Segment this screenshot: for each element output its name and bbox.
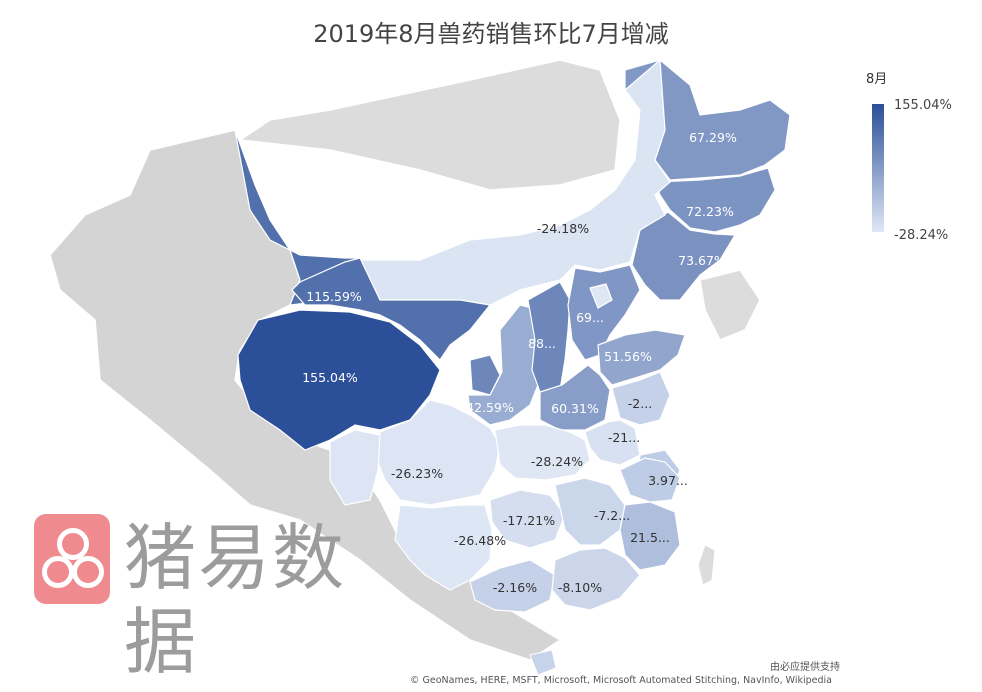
region-hainan (529, 649, 557, 676)
region-chongqing-hubei (494, 424, 591, 481)
region-value-label: 72.23% (686, 204, 734, 219)
region-sichuan (374, 399, 501, 506)
neighbor-land-korea (699, 269, 761, 341)
region-value-label: 155.04% (302, 370, 358, 385)
region-value-label: 3.97... (648, 473, 688, 488)
region-jiangsu (611, 371, 671, 426)
region-value-label: 51.56% (604, 349, 652, 364)
region-taiwan (697, 544, 716, 586)
region-value-label: 69... (576, 310, 604, 325)
region-value-label: 21.5... (630, 530, 670, 545)
region-value-label: -26.23% (391, 466, 443, 481)
watermark-text: 猪易数据 (124, 516, 347, 684)
region-hebei (567, 264, 641, 361)
watermark-logo-icon (34, 514, 110, 604)
region-guangdong (551, 547, 641, 611)
region-value-label: 115.59% (306, 289, 362, 304)
legend-color-scale (872, 104, 884, 232)
region-tibet-east (329, 429, 381, 506)
region-value-label: 42.59% (466, 400, 514, 415)
region-beijing-tianjin (589, 283, 613, 309)
region-yunnan (394, 504, 493, 591)
neighbor-land-north (237, 59, 621, 191)
legend-title: 8月 (866, 72, 888, 87)
region-value-label: 73.67% (678, 253, 726, 268)
region-value-label: 88... (528, 336, 556, 351)
region-henan (539, 364, 611, 431)
region-fujian (619, 501, 681, 571)
region-value-label: -17.21% (503, 513, 555, 528)
region-value-label: -7.2... (594, 508, 630, 523)
region-value-label: -28.24% (531, 454, 583, 469)
watermark: 猪易数据 (34, 510, 352, 684)
region-value-label: 60.31% (551, 401, 599, 416)
region-qinghai (237, 309, 441, 451)
region-guangxi (469, 559, 556, 613)
legend-max-label: 155.04% (894, 98, 952, 113)
map-credit-sources: © GeoNames, HERE, MSFT, Microsoft, Micro… (410, 675, 832, 686)
region-shanxi (527, 281, 571, 393)
region-value-label: -21... (608, 430, 640, 445)
region-value-label: -2... (628, 396, 652, 411)
chart-title: 2019年8月兽药销售环比7月增减 (313, 20, 669, 48)
region-zhejiang-lbl (619, 457, 681, 503)
region-shandong (597, 329, 686, 386)
region-value-label: -2.16% (493, 580, 537, 595)
region-liaoning (631, 211, 737, 301)
map-credit-provider: 由必应提供支持 (770, 662, 840, 673)
region-value-label: -24.18% (537, 221, 589, 236)
region-value-label: 67.29% (689, 130, 737, 145)
legend-min-label: -28.24% (894, 228, 949, 243)
region-gansu (291, 257, 492, 361)
region-jilin (654, 167, 776, 233)
region-guizhou (489, 489, 566, 549)
region-value-label: -8.10% (558, 580, 602, 595)
region-value-label: -26.48% (454, 533, 506, 548)
